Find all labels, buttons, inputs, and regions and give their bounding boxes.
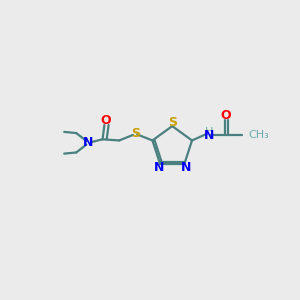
Text: N: N [83,136,93,149]
Text: O: O [220,109,231,122]
Text: N: N [203,129,214,142]
Text: CH₃: CH₃ [248,130,269,140]
Text: O: O [100,114,111,127]
Text: H: H [204,127,213,137]
Text: N: N [180,161,191,174]
Text: S: S [168,116,177,129]
Text: S: S [131,127,140,140]
Text: N: N [154,161,164,174]
